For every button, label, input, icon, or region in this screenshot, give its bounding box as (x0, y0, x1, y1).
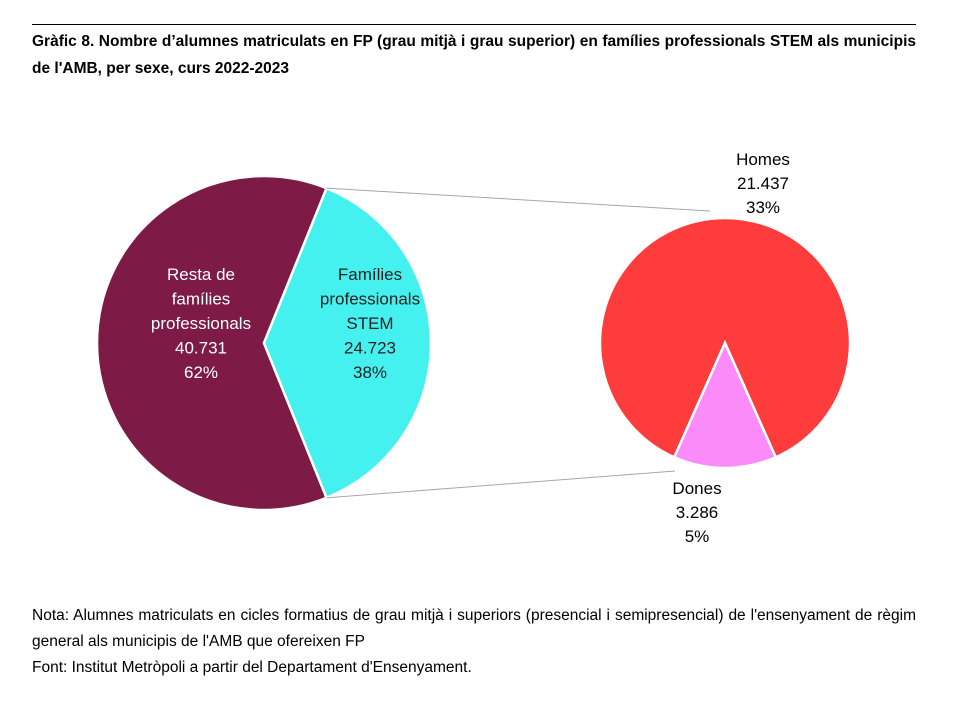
source-text: Font: Institut Metròpoli a partir del De… (32, 659, 472, 676)
data-label-homes: Homes 21.437 33% (736, 150, 790, 217)
data-label-dones: Dones 3.286 5% (672, 479, 721, 546)
top-rule (32, 24, 916, 25)
chart-title: Gràfic 8. Nombre d’alumnes matriculats e… (32, 33, 916, 77)
slice-dones (672, 339, 778, 470)
slice-homes (598, 216, 852, 459)
note-text: Nota: Alumnes matriculats en cicles form… (32, 607, 916, 650)
slice-resta-de-families-professionals (95, 174, 329, 512)
connector-line-bottom (326, 470, 676, 499)
slice-families-professionals-stem (262, 186, 433, 500)
notes-block: Nota: Alumnes matriculats en cicles form… (32, 603, 916, 681)
data-label-stem: Famílies professionals STEM 24.723 38% (320, 265, 420, 382)
data-label-resta: Resta de famílies professionals 40.731 62% (151, 265, 251, 382)
connector-line-top (326, 187, 711, 212)
